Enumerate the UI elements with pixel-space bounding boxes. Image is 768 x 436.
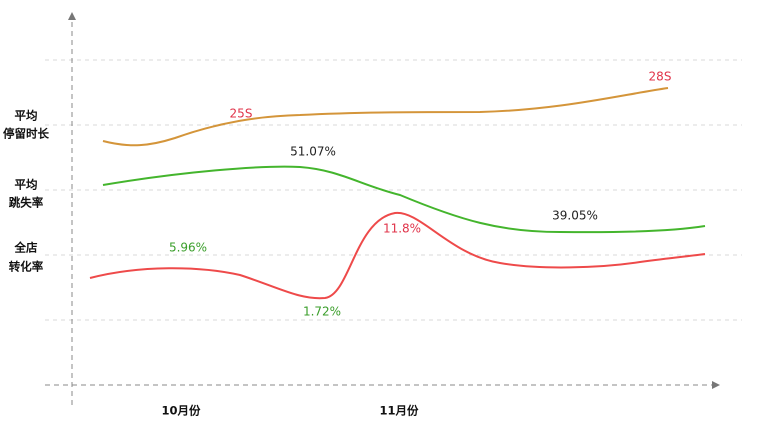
x-label: 11月份 (379, 404, 419, 418)
row-label: 转化率 (9, 260, 44, 274)
conversion-curve (89, 211, 706, 300)
annotation: 39.05% (552, 209, 598, 223)
row-label: 平均 (15, 109, 38, 123)
x-label: 10月份 (161, 404, 201, 418)
annotation: 1.72% (303, 305, 341, 319)
row-label: 跳失率 (9, 196, 44, 210)
row-label: 停留时长 (3, 127, 49, 141)
annotation: 11.8% (383, 222, 421, 236)
row-label: 平均 (15, 178, 38, 192)
annotation: 51.07% (290, 145, 336, 159)
annotation: 5.96% (169, 241, 207, 255)
dwell-curve (102, 87, 669, 147)
grid (45, 59, 742, 321)
bounce-curve (102, 165, 706, 234)
annotation: 28S (649, 70, 672, 84)
row-label: 全店 (14, 241, 38, 255)
annotation: 25S (230, 107, 253, 121)
